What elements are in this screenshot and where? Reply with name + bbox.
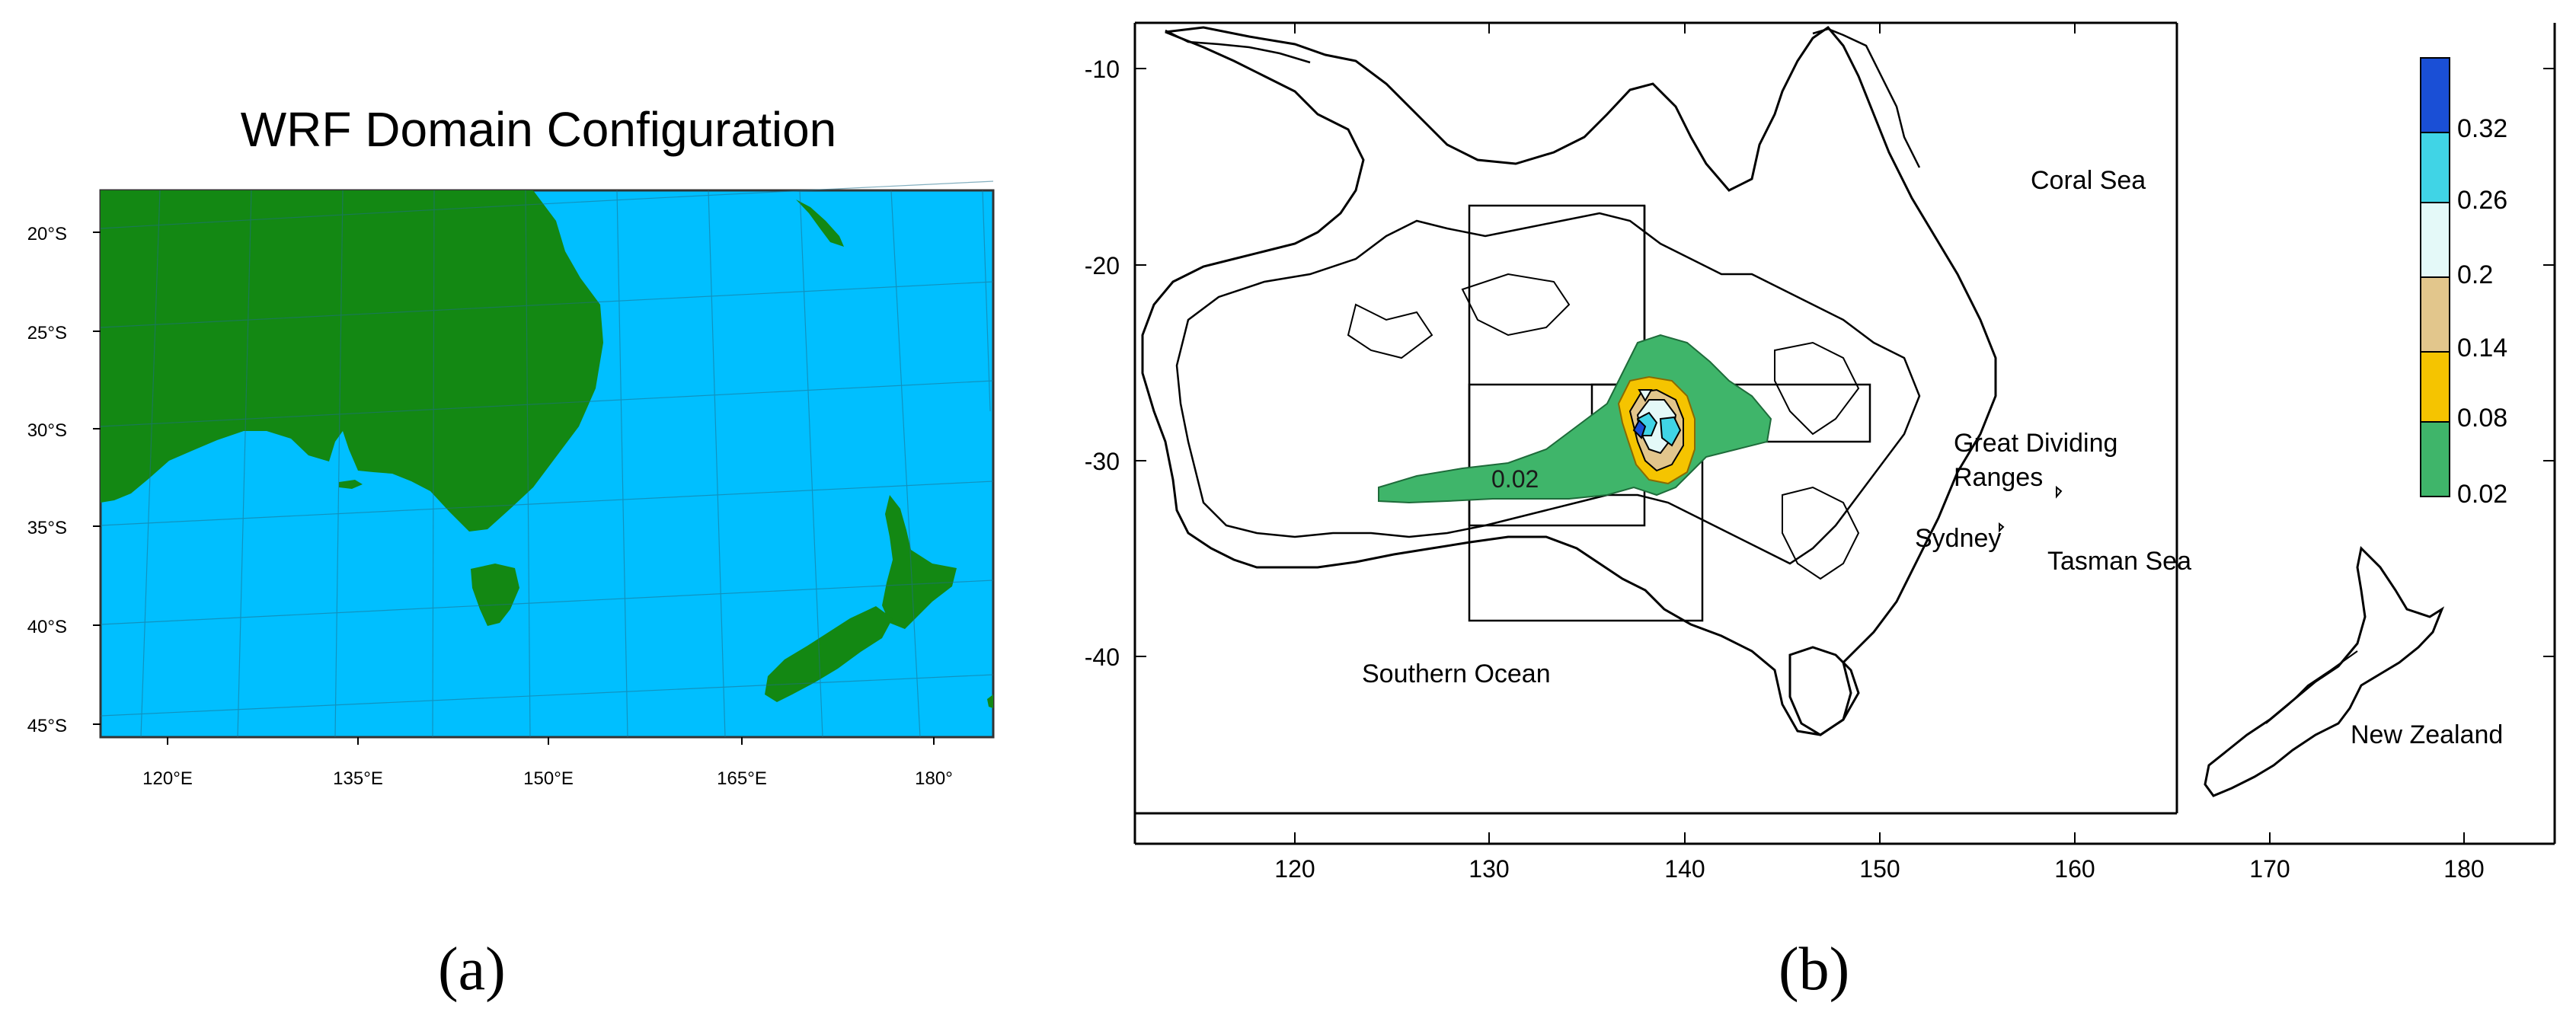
small-island-north (796, 200, 844, 247)
lon-label-135e: 135°E (333, 768, 383, 789)
small-island-east (987, 695, 993, 708)
australia-landmass (101, 190, 603, 532)
plot-frame (1133, 21, 2556, 845)
label-sydney: Sydney (1915, 524, 2001, 553)
y-label-minus20: -20 (1085, 252, 1120, 279)
colorbar-label-0.2: 0.2 (2457, 260, 2493, 289)
colorbar-label-0.02: 0.02 (2457, 480, 2507, 509)
tasmania-outline (1788, 646, 1860, 736)
panel-b-caption: (b) (1779, 936, 1850, 1003)
x-label-170: 170 (2249, 855, 2290, 883)
lat-label-25s: 25°S (27, 323, 67, 343)
lon-label-120e: 120°E (142, 768, 193, 789)
colorbar-swatch-0.26 (2420, 132, 2450, 203)
nz-north-island (882, 495, 957, 629)
label-great-dividing-1: Great Dividing (1954, 429, 2117, 458)
interior-detail-4 (1782, 486, 1860, 580)
lat-label-20s: 20°S (27, 224, 67, 244)
colorbar-swatch-0.02 (2420, 421, 2450, 497)
lat-axis: 20°S 25°S 30°S 35°S 40°S 45°S (27, 224, 101, 736)
lon-label-150e: 150°E (523, 768, 574, 789)
colorbar-swatch-0.14 (2420, 276, 2450, 353)
interior-detail-2 (1461, 273, 1571, 337)
nz-south-island (765, 606, 893, 702)
lat-label-40s: 40°S (27, 617, 67, 637)
interior-detail-1 (1347, 303, 1433, 359)
label-tasman-sea: Tasman Sea (2047, 547, 2191, 576)
lat-label-30s: 30°S (27, 420, 67, 441)
contour-0.32-region (1632, 419, 1647, 439)
lat-label-35s: 35°S (27, 518, 67, 538)
kangaroo-island (339, 480, 363, 489)
colorbar-swatch-0.32 (2420, 57, 2450, 133)
lon-axis: 120°E 135°E 150°E 165°E 180° (142, 737, 953, 789)
x-label-160: 160 (2054, 855, 2095, 883)
y-label-minus10: -10 (1085, 56, 1120, 83)
contour-0.02-region (1378, 334, 1772, 504)
x-label-120: 120 (1274, 855, 1315, 883)
colorbar-label-0.08: 0.08 (2457, 404, 2507, 433)
australia-coastline (1141, 25, 1997, 736)
contour-0.26-patch (1659, 416, 1682, 447)
island-2 (1999, 522, 2005, 533)
contour-label: 0.02 (1491, 465, 1539, 493)
panel-a-caption: (a) (438, 936, 506, 1003)
colorbar: 0.32 0.26 0.2 0.14 0.08 0.02 (2420, 57, 2507, 509)
label-southern-ocean: Southern Ocean (1362, 659, 1551, 688)
island-1 (2056, 485, 2063, 499)
colorbar-label-0.32: 0.32 (2457, 114, 2507, 143)
lon-label-180: 180° (915, 768, 953, 789)
interior-detail-3 (1774, 341, 1860, 436)
colorbar-label-0.14: 0.14 (2457, 334, 2507, 362)
x-label-130: 130 (1469, 855, 1509, 883)
frame-ticks (1135, 23, 2555, 844)
lat-label-45s: 45°S (27, 716, 67, 736)
australia-inner-contour (1175, 212, 1921, 565)
label-new-zealand: New Zealand (2351, 720, 2503, 749)
new-guinea-edge (1165, 29, 1311, 64)
panel-b: -10 -20 -30 -40 120 130 140 150 160 170 … (1085, 21, 2556, 883)
label-coral-sea: Coral Sea (2031, 166, 2146, 195)
colorbar-swatch-0.2 (2420, 202, 2450, 278)
tasmania (471, 564, 519, 626)
panel-a-title: WRF Domain Configuration (241, 102, 837, 157)
panel-a: WRF Domain Configuration (27, 102, 995, 789)
colorbar-label-0.26: 0.26 (2457, 186, 2507, 215)
x-label-140: 140 (1664, 855, 1705, 883)
colorbar-swatch-0.08 (2420, 351, 2450, 423)
y-label-minus40: -40 (1085, 643, 1120, 671)
contour-0.2-tip (1638, 389, 1653, 403)
cape-york-outline (1812, 27, 1921, 168)
y-label-minus30: -30 (1085, 448, 1120, 475)
nz-internal-line (2265, 650, 2358, 724)
label-great-dividing-2: Ranges (1954, 463, 2043, 492)
lon-label-165e: 165°E (717, 768, 767, 789)
new-zealand-outline (2204, 545, 2445, 797)
x-label-180: 180 (2443, 855, 2484, 883)
x-label-150: 150 (1859, 855, 1900, 883)
